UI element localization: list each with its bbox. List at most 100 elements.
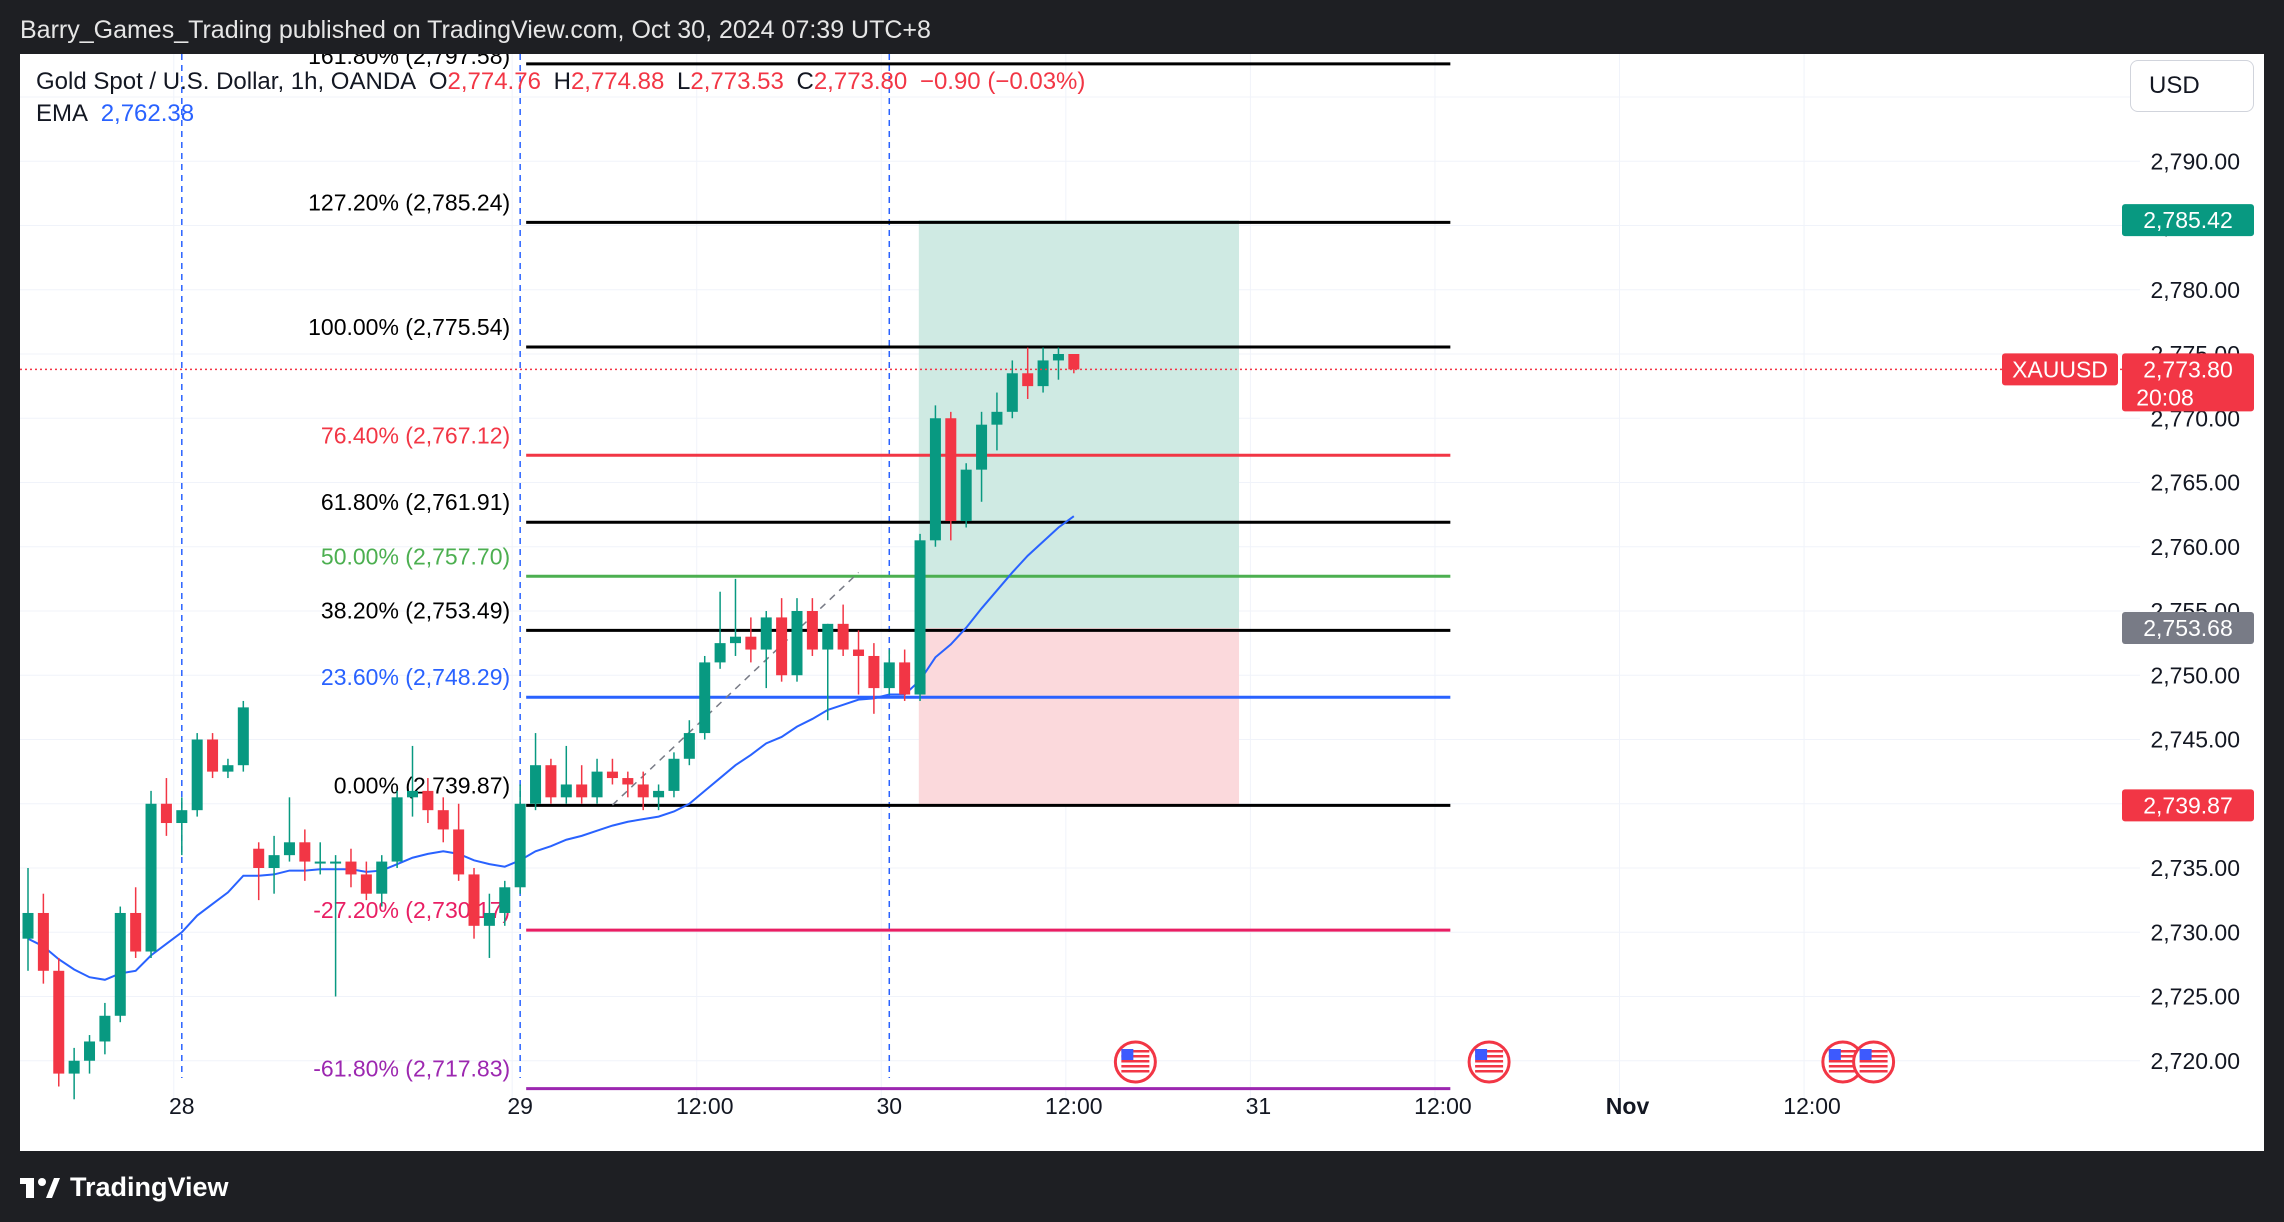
close-value: 2,773.80 [813, 68, 908, 95]
candle [360, 861, 372, 901]
candle-body [145, 803, 157, 952]
tradingview-logo[interactable]: TradingView [20, 1169, 229, 1205]
candle-body [745, 636, 757, 650]
candle [1006, 360, 1018, 419]
trend-line [611, 571, 860, 806]
candle [637, 771, 649, 811]
publication-header: Barry_Games_Trading published on Trading… [0, 0, 2284, 54]
flag-stripe [1475, 1055, 1504, 1058]
candle [806, 598, 818, 656]
candle-body [268, 855, 280, 868]
candle-body [822, 623, 834, 650]
flag-stripe [1828, 1070, 1857, 1073]
time-tick-label: 12:00 [1414, 1093, 1472, 1119]
fib-level-label: 100.00% (2,775.54) [308, 314, 510, 340]
price-tag-box [2122, 789, 2254, 822]
candle [391, 790, 403, 868]
candle [191, 733, 203, 817]
ohlc-row: Gold Spot / U.S. Dollar, 1h, OANDA O2,77… [36, 66, 1085, 98]
candles [22, 347, 1080, 1100]
candle [530, 733, 542, 811]
candle [853, 630, 865, 695]
candle-body [391, 797, 403, 862]
ema-value: 2,762.38 [100, 100, 195, 127]
candle [668, 752, 680, 798]
candle-body [22, 912, 34, 939]
candle [1037, 347, 1049, 393]
price-chart[interactable]: 161.80% (2,797.58) 127.20% (2,785.24) 100.… [20, 54, 2264, 1151]
candle-body [160, 803, 172, 824]
event-flags[interactable] [1113, 1040, 1896, 1084]
candle-body [637, 784, 649, 798]
candle-body [407, 790, 418, 798]
candle-body [84, 1041, 96, 1061]
candle [422, 778, 434, 824]
candle-body [99, 1015, 111, 1042]
candle [468, 868, 480, 939]
open-value: 2,774.76 [447, 68, 541, 95]
candle [606, 758, 618, 785]
candle-body [376, 861, 388, 894]
price-tick-label: 2,765.00 [2150, 470, 2240, 496]
tradingview-logo-icon [20, 1178, 60, 1198]
high-value: 2,774.88 [570, 68, 665, 95]
candle-body [668, 758, 680, 791]
candle-body [37, 912, 49, 971]
candle-body [207, 739, 219, 772]
candle-body [237, 707, 249, 766]
candle-body [976, 424, 988, 470]
symbol-title[interactable]: Gold Spot / U.S. Dollar, 1h, OANDA [36, 68, 417, 95]
candle [53, 957, 65, 1087]
symbol-tag-label: XAUUSD [2012, 356, 2108, 382]
candle-body [530, 765, 542, 804]
candle-body [991, 411, 1003, 425]
candle-body [699, 662, 711, 734]
candle [437, 797, 449, 843]
candle [222, 758, 234, 779]
price-tag-box [2122, 353, 2254, 412]
flag-stripe [1475, 1070, 1504, 1073]
fib-level-label: 61.80% (2,761.91) [321, 489, 510, 515]
currency-button[interactable]: USD [2130, 60, 2254, 112]
candle [237, 700, 249, 772]
candle-body [283, 842, 295, 856]
candle [776, 598, 788, 682]
candle [976, 411, 988, 502]
ema-label[interactable]: EMA [36, 100, 89, 127]
candle-body [806, 611, 818, 650]
change-value: −0.90 (−0.03%) [919, 68, 1086, 95]
candle-body [114, 912, 126, 1016]
stop-zone [918, 627, 1240, 806]
fib-level-label: 23.60% (2,748.29) [321, 664, 510, 690]
time-tick-label: 28 [169, 1093, 195, 1119]
time-axis[interactable]: 28 29 12:00 30 12:00 31 12:00 Nov 12:00 [169, 1093, 1841, 1119]
flag-stripe [1475, 1060, 1504, 1063]
candle-body [791, 611, 803, 676]
low-value: 2,773.53 [690, 68, 784, 95]
us-flag-icon [1852, 1040, 1896, 1084]
flag-stripe [1121, 1060, 1150, 1063]
candle [1068, 354, 1080, 374]
price-tag-countdown: 20:08 [2136, 384, 2194, 410]
candle-body [1006, 373, 1018, 412]
candle [207, 733, 219, 779]
candle-body [714, 643, 726, 663]
candle [176, 797, 188, 856]
flag-stripe [1859, 1050, 1888, 1053]
flag-stripe [1828, 1065, 1857, 1068]
time-tick-label: 12:00 [1045, 1093, 1103, 1119]
candle-body [1037, 360, 1049, 387]
candle-body [314, 861, 326, 864]
price-tick-label: 2,760.00 [2150, 534, 2240, 560]
candle [868, 643, 880, 714]
candle [714, 591, 726, 669]
candle-body [591, 771, 603, 798]
candle [591, 758, 603, 804]
candle-body [253, 848, 265, 868]
publication-text: Barry_Games_Trading published on Trading… [20, 16, 931, 44]
flag-stripe [1828, 1060, 1857, 1063]
candle [699, 655, 711, 740]
chart-frame[interactable]: 161.80% (2,797.58) 127.20% (2,785.24) 100.… [20, 54, 2264, 1151]
candle [729, 578, 741, 656]
candle-body [468, 874, 480, 926]
